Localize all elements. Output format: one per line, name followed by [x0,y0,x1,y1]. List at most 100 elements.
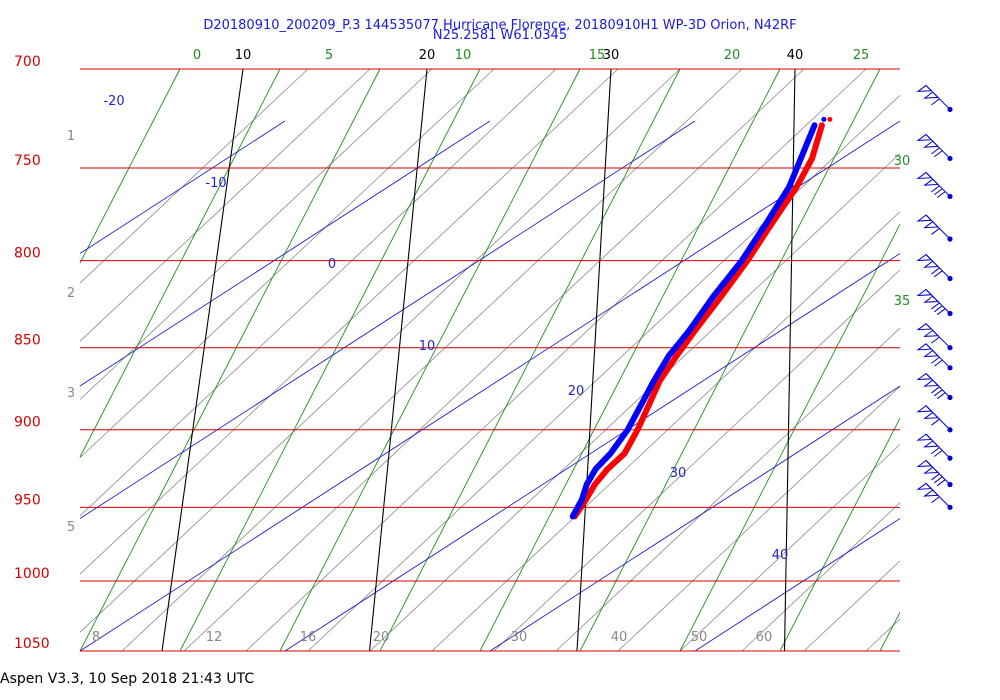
wind-barb-pennant [916,482,933,490]
wind-barb-station [947,155,953,162]
moist-adiabat-line [79,68,619,575]
mixing-ratio-label: 5 [325,48,333,63]
isotherm-label: 30 [603,48,620,63]
dry-adiabat-label: -20 [103,94,124,109]
bottom-axis-label: 50 [691,630,708,645]
dry-adiabat-label: 30 [670,466,687,481]
dry-adiabat-line [284,253,901,652]
wind-barb-tick [931,302,940,310]
mixing-ratio-line [79,68,281,458]
isotherm-line [783,68,796,652]
wind-barb [916,323,953,351]
mixing-ratio-line [879,611,901,652]
dewpoint-profile [569,122,818,520]
wind-barb-tick [931,473,940,481]
wind-barb-pennant [916,405,933,413]
wind-barb-tick [931,496,940,504]
dry-adiabat-label: -10 [205,176,226,191]
wind-barb [916,288,953,317]
wind-barb-pennant [923,91,940,99]
wind-barb-pennant [923,349,940,358]
mixing-ratio-label: 10 [455,48,472,63]
mixing-ratio-label: 15 [589,48,606,63]
mixing-ratio-label: 20 [724,48,741,63]
wind-barb [916,84,953,113]
bottom-axis-label: 30 [511,630,528,645]
sounding-profiles [569,116,833,520]
wind-barb-tick [934,359,943,367]
wind-barb-pennant [916,288,933,297]
pressure-label: 1050 [14,636,50,652]
isotherm-label: 40 [787,48,804,63]
bottom-axis-label: 12 [206,630,223,645]
moist-adiabat-line [79,68,495,458]
wind-barb-tick [936,308,946,316]
wind-barb-tick [931,418,940,426]
moist-adiabat-line [79,68,557,517]
moist-adiabat-line [431,211,901,652]
moist-adiabat-line [307,94,901,652]
moist-adiabat-line [369,153,901,652]
wind-barb-pennant [923,221,940,229]
wind-barb-station [947,455,953,461]
wind-barb-station [947,427,953,433]
dry-adiabat-label: 0 [328,257,336,272]
wind-barb-pennant [916,214,933,222]
wind-barb-station [947,365,953,371]
wind-barb [916,459,953,488]
isotherm-label: 20 [419,48,436,63]
wind-barb-station [947,394,953,401]
mixing-ratio-label: 35 [894,294,911,309]
wind-barb [916,253,953,282]
pressure-label: 1000 [14,566,50,582]
wind-barb-tick [931,386,940,394]
wind-barb-pennant [923,178,940,186]
moist-adiabat-line [79,68,433,400]
wind-barb-tick [931,356,940,364]
moist-adiabat-line [617,385,901,652]
wind-barb-pennant [923,140,940,148]
wind-barb [916,482,953,510]
mixing-ratio-label: 30 [894,154,911,169]
bottom-axis-label: 20 [373,630,390,645]
mixing-ratio-label: 0 [193,48,201,63]
wind-barb-pennant [916,343,933,351]
wind-barb-pennant [916,372,933,381]
wind-barb-tick [931,98,940,106]
wind-barb [916,433,953,461]
wind-barb [916,171,953,200]
pressure-label: 700 [14,54,41,70]
wind-barb-station [947,481,953,488]
dry-adiabat-label: 10 [419,339,436,354]
dry-adiabat-line [79,120,901,652]
chart-grid [79,68,901,652]
wind-barb [916,214,953,242]
temperature-point [827,116,833,122]
height-km-label: 5 [67,520,75,535]
isotherm-line [368,68,428,652]
wind-barb-pennant [916,133,933,142]
dry-adiabat-line [694,518,901,652]
wind-barb-pennant [923,411,940,420]
moist-adiabat-line [121,68,743,652]
bottom-axis-label: 16 [300,630,317,645]
moist-adiabat-line [183,68,805,652]
wind-barb-tick [931,228,940,235]
wind-barb-station [947,275,953,282]
bottom-axis-label: 8 [92,630,100,645]
wind-barb-station [947,193,953,200]
moist-adiabat-line [679,444,901,652]
wind-barb-tick [936,392,946,400]
dewpoint-point [821,116,827,122]
wind-barb [916,343,953,371]
wind-barb-tick [934,450,943,457]
pressure-label: 850 [14,333,41,349]
wind-barb-pennant [916,459,933,468]
moist-adiabat-line [245,68,867,652]
dry-adiabat-line [79,120,696,519]
pressure-label: 900 [14,415,41,431]
dry-adiabat-label: 40 [772,548,789,563]
temperature-profile [571,122,825,520]
wind-barb-station [947,310,953,317]
